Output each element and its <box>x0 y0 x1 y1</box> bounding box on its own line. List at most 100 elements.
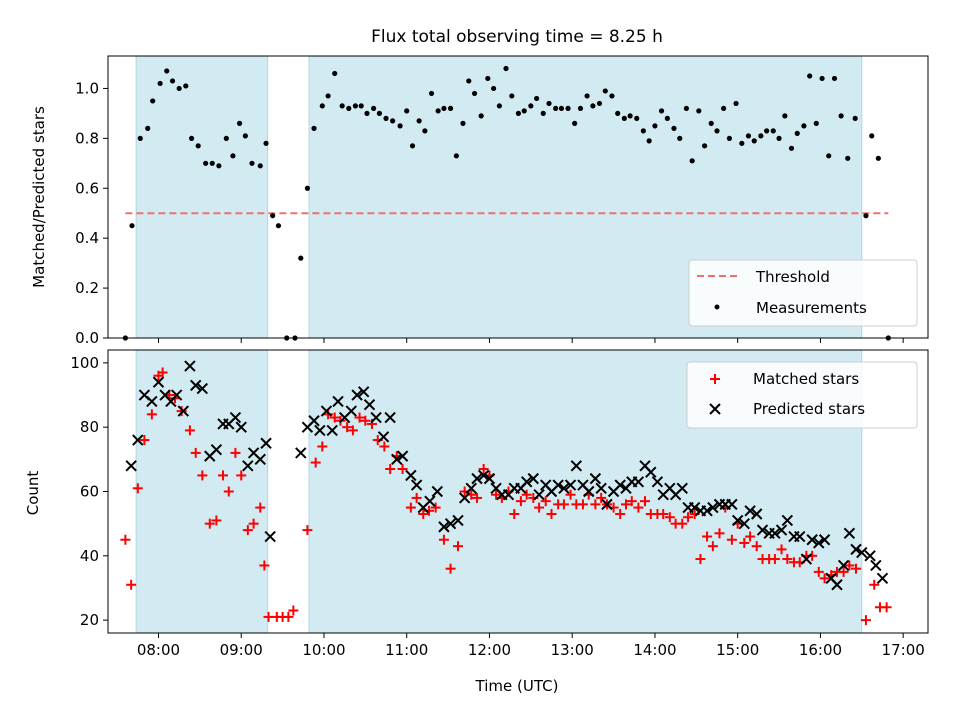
legend-measurements-label: Measurements <box>756 299 867 317</box>
predicted-star-point <box>146 395 158 408</box>
measurement-point <box>515 110 522 116</box>
bottom-y-axis-label: Count <box>24 471 42 516</box>
matched-star-point <box>860 615 871 626</box>
matched-star-point <box>491 489 502 500</box>
predicted-star-point <box>235 421 247 433</box>
predicted-star-point <box>471 472 483 485</box>
matched-star-point <box>640 496 651 507</box>
x-tick-label: 11:00 <box>385 641 428 659</box>
measurement-point <box>223 135 229 141</box>
predicted-star-point <box>210 443 223 456</box>
measurement-point <box>383 115 389 121</box>
matched-star-point <box>776 544 787 555</box>
matched-star-point <box>438 534 449 545</box>
measurement-point <box>145 125 151 131</box>
measurement-point <box>721 105 727 112</box>
predicted-stars-points <box>125 360 889 591</box>
measurement-point <box>339 103 345 109</box>
matched-star-point <box>565 489 576 500</box>
x-tick-label: 08:00 <box>137 641 180 659</box>
predicted-star-point <box>377 431 390 443</box>
predicted-star-point <box>527 472 540 485</box>
measurement-point <box>346 105 352 112</box>
matched-star-point <box>385 463 396 474</box>
legend-matched-label: Matched stars <box>753 370 859 388</box>
measurement-point <box>658 108 665 114</box>
measurement-point <box>311 125 317 131</box>
measurement-point <box>428 90 435 97</box>
predicted-star-point <box>332 395 344 408</box>
matched-star-point <box>714 528 725 539</box>
measurement-point <box>358 103 364 109</box>
matched-star-point <box>739 537 750 548</box>
top-x-tick-marks <box>157 338 904 343</box>
predicted-star-point <box>351 389 363 401</box>
predicted-star-point <box>405 469 417 482</box>
predicted-star-point <box>794 530 806 543</box>
predicted-star-point <box>190 379 202 392</box>
measurement-point <box>751 138 757 144</box>
measurement-point <box>485 75 491 82</box>
bottom-x-axis: 08:00 09:00 10:00 11:00 12:00 13:00 14:00 15:00… <box>137 633 925 659</box>
predicted-star-point <box>363 398 376 411</box>
measurement-point <box>176 85 182 92</box>
predicted-star-point <box>800 553 813 565</box>
measurement-point <box>203 160 209 166</box>
predicted-star-point <box>357 386 370 398</box>
matched-star-point <box>283 611 294 622</box>
measurement-point <box>478 113 484 119</box>
matched-star-point <box>197 470 208 481</box>
predicted-star-point <box>260 437 272 449</box>
predicted-star-point <box>864 550 876 562</box>
predicted-star-point <box>813 537 825 549</box>
predicted-star-point <box>552 479 564 491</box>
matched-star-point <box>157 367 168 378</box>
matched-star-point <box>633 502 644 513</box>
matched-star-point <box>558 499 569 510</box>
predicted-star-point <box>229 411 242 424</box>
matched-star-point <box>615 509 626 520</box>
measurement-point <box>453 153 459 159</box>
predicted-star-point <box>775 524 788 536</box>
measurement-point <box>332 70 338 77</box>
matched-star-point <box>540 496 551 507</box>
measurement-point <box>807 73 813 79</box>
predicted-star-point <box>132 434 144 446</box>
predicted-star-point <box>396 450 409 462</box>
matched-star-point <box>211 515 222 526</box>
measurement-point <box>422 128 428 134</box>
predicted-star-point <box>264 530 276 543</box>
matched-star-point <box>509 509 520 520</box>
measurement-point <box>714 128 720 134</box>
bottom-axes-frame <box>107 349 929 634</box>
matched-star-point <box>590 499 601 510</box>
predicted-star-point <box>831 579 843 591</box>
matched-star-point <box>695 554 706 565</box>
predicted-star-point <box>431 485 444 498</box>
measurement-point <box>352 103 359 109</box>
measurement-point <box>826 153 832 159</box>
measurement-point <box>640 128 646 134</box>
measurement-point <box>664 115 670 121</box>
measurement-point <box>646 138 652 144</box>
top-legend: Threshold Measurements <box>688 259 918 327</box>
legend-threshold-label: Threshold <box>755 268 830 286</box>
measurement-point <box>565 105 571 112</box>
predicted-star-point <box>570 460 583 472</box>
predicted-star-point <box>589 472 602 485</box>
predicted-star-point <box>738 517 751 530</box>
matched-star-point <box>190 447 201 458</box>
matched-star-point <box>176 406 187 417</box>
predicted-star-point <box>465 482 477 494</box>
matched-star-point <box>626 496 637 507</box>
measurement-point <box>490 85 497 92</box>
predicted-star-point <box>295 447 307 459</box>
matched-star-point <box>515 496 526 507</box>
predicted-star-point <box>601 498 613 511</box>
x-axis-label: Time (UTC) <box>475 677 559 695</box>
predicted-star-point <box>370 411 382 424</box>
measurement-point <box>528 103 534 109</box>
measurement-point <box>609 93 615 99</box>
matched-star-point <box>347 425 358 436</box>
